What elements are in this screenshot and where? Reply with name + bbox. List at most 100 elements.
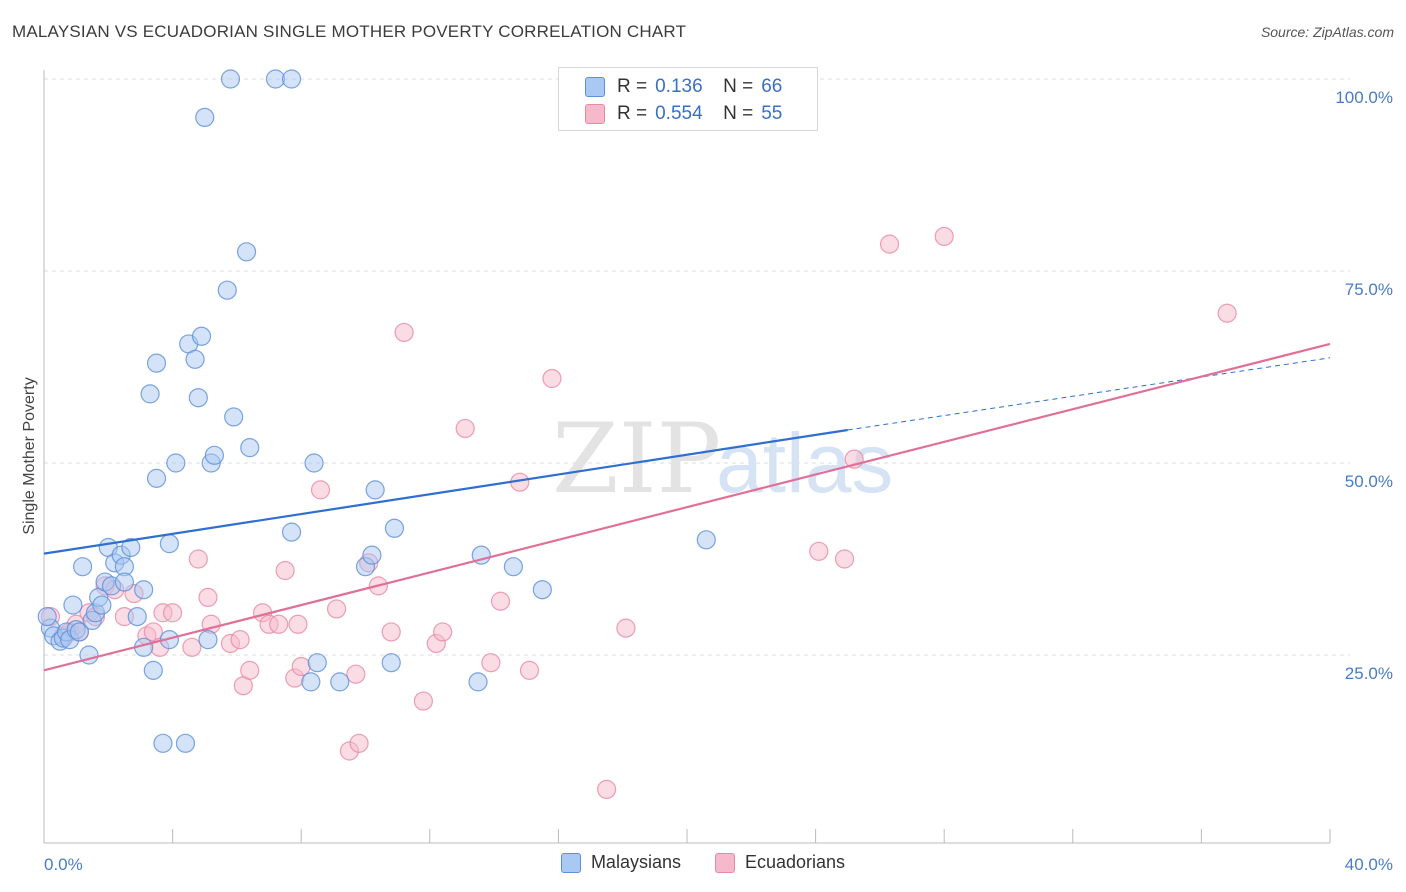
ecuadorian-point	[288, 614, 308, 634]
legend-swatch-ecuadorians	[585, 104, 605, 124]
malaysian-point	[159, 534, 179, 554]
ecuadorian-point	[269, 614, 289, 634]
grid-lines	[44, 78, 1350, 656]
chart-source: Source: ZipAtlas.com	[1260, 24, 1394, 40]
malaysian-point	[217, 280, 237, 300]
ecuadorian-point	[809, 541, 829, 561]
legend-r-value: 0.136	[655, 76, 703, 97]
malaysian-point	[503, 557, 523, 577]
legend-n-label: N =	[723, 76, 754, 97]
watermark-atlas: atlas	[716, 416, 893, 510]
malaysian-point	[37, 606, 57, 627]
legend-r-label: R =	[617, 76, 648, 97]
x-tick-label-max: 40.0%	[1345, 855, 1393, 874]
malaysian-point	[69, 622, 89, 642]
ecuadorian-point	[433, 622, 453, 642]
malaysian-point	[240, 438, 260, 458]
malaysian-point	[153, 733, 173, 753]
ecuadorian-point	[182, 637, 202, 657]
ecuadorian-point	[188, 549, 208, 569]
x-tick-label-min: 0.0%	[44, 855, 83, 874]
malaysian-point	[143, 660, 163, 680]
ecuadorian-point	[455, 418, 475, 439]
malaysian-point	[236, 242, 257, 262]
malaysian-point	[362, 545, 382, 565]
malaysian-point	[114, 572, 134, 592]
ecuadorian-point	[198, 587, 218, 608]
series-swatch-ecuadorians	[714, 852, 735, 873]
malaysian-point	[72, 557, 93, 577]
malaysian-trend-extension	[847, 357, 1331, 431]
malaysian-point	[532, 580, 552, 600]
series-legend: Malaysians Ecuadorians	[0, 852, 1406, 873]
malaysian-point	[381, 653, 401, 673]
ecuadorian-point	[597, 779, 617, 800]
series-label-ecuadorians: Ecuadorians	[744, 852, 846, 872]
y-tick-label: 75.0%	[1345, 280, 1393, 299]
ecuadorian-point	[326, 599, 347, 619]
y-tick-label: 25.0%	[1345, 664, 1393, 683]
malaysian-point	[63, 595, 83, 615]
malaysian-point	[330, 672, 350, 692]
malaysian-point	[195, 107, 215, 128]
malaysian-point	[468, 672, 488, 692]
ecuadorian-points	[40, 226, 1237, 800]
ecuadorian-point	[834, 549, 855, 569]
ecuadorian-point	[349, 733, 369, 753]
legend-swatch-malaysians	[585, 77, 605, 97]
trend-lines	[43, 342, 1331, 672]
malaysian-point	[365, 480, 385, 500]
ecuadorian-point	[1217, 303, 1237, 323]
malaysian-point	[301, 672, 321, 692]
malaysian-point	[304, 453, 324, 473]
ecuadorian-point	[240, 660, 260, 680]
legend-n-value: 55	[761, 103, 783, 124]
y-axis-label: Single Mother Poverty	[21, 377, 38, 534]
malaysian-point	[307, 653, 327, 673]
y-tick-label: 100.0%	[1335, 88, 1393, 107]
malaysian-point	[220, 69, 241, 89]
series-legend-ecuadorians: Ecuadorians	[714, 852, 846, 873]
ecuadorian-point	[310, 480, 331, 500]
y-tick-labels: 25.0% 50.0% 75.0% 100.0%	[1335, 88, 1393, 683]
malaysian-point	[204, 445, 224, 465]
malaysian-point	[146, 353, 167, 373]
malaysian-point	[281, 69, 302, 89]
malaysian-point	[224, 407, 244, 427]
legend-row-ecuadorians: R = 0.554 N = 55	[585, 102, 782, 126]
malaysian-point	[191, 326, 212, 346]
ecuadorian-point	[934, 226, 954, 247]
malaysian-point	[185, 349, 205, 369]
series-label-malaysians: Malaysians	[590, 852, 681, 872]
ecuadorian-point	[413, 691, 433, 711]
malaysian-point	[127, 606, 147, 627]
legend-r-label: R =	[617, 103, 648, 124]
ecuadorian-point	[879, 234, 900, 254]
malaysian-point	[134, 580, 154, 600]
y-tick-label: 50.0%	[1345, 472, 1393, 491]
ecuadorian-point	[230, 630, 250, 650]
malaysian-point	[92, 595, 112, 615]
malaysian-point	[281, 522, 302, 542]
malaysian-trend-line	[43, 428, 848, 555]
legend-n-value: 66	[761, 76, 783, 97]
watermark-zip: ZIP	[552, 403, 721, 515]
ecuadorian-point	[519, 660, 540, 680]
malaysian-point	[175, 733, 196, 753]
malaysian-point	[198, 630, 218, 650]
malaysian-point	[188, 388, 208, 408]
ecuadorian-point	[275, 560, 295, 581]
correlation-legend: R = 0.136 N = 66 R = 0.554 N = 55	[558, 67, 818, 131]
ecuadorian-point	[542, 368, 562, 389]
malaysian-point	[384, 518, 405, 538]
malaysian-point	[166, 453, 186, 473]
series-swatch-malaysians	[560, 852, 581, 873]
malaysian-point	[265, 69, 286, 89]
ecuadorian-point	[616, 618, 636, 638]
x-tick-marks	[172, 829, 1331, 843]
legend-r-value: 0.554	[655, 103, 703, 124]
legend-n-label: N =	[723, 103, 754, 124]
legend-row-malaysians: R = 0.136 N = 66	[585, 75, 782, 99]
series-legend-malaysians: Malaysians	[560, 852, 681, 873]
ecuadorian-trend-line	[43, 342, 1331, 672]
